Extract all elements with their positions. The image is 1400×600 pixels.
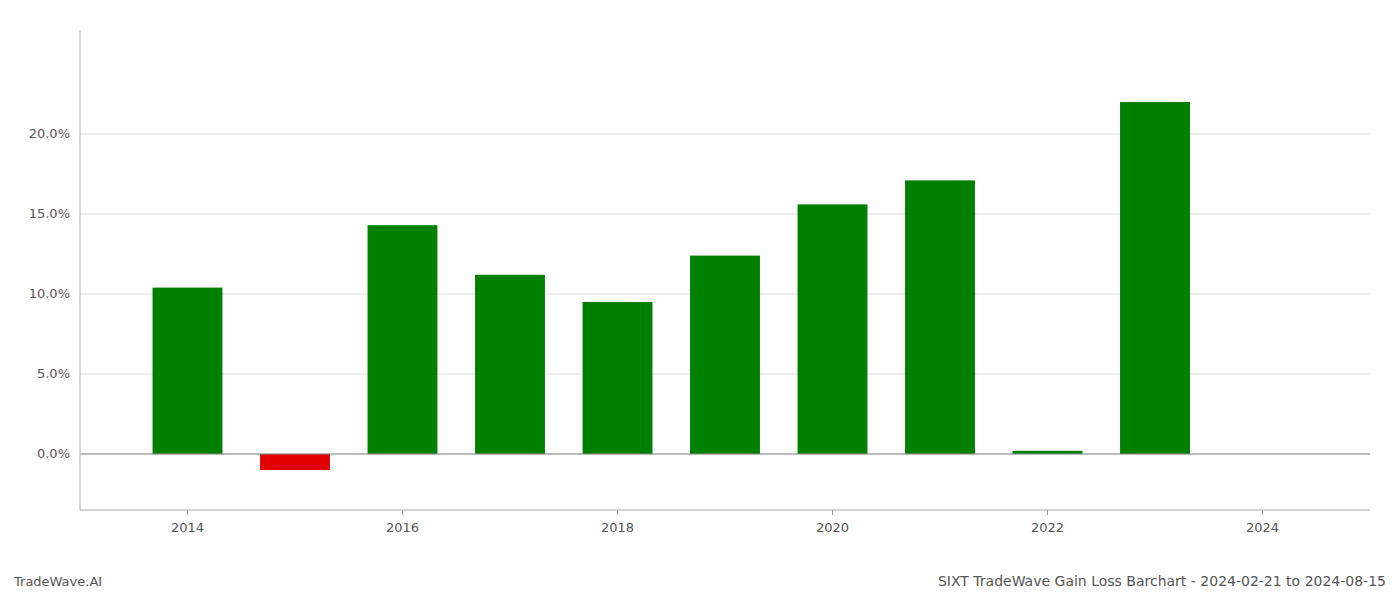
y-tick-label: 10.0%	[29, 286, 70, 301]
grid-line	[80, 454, 1370, 455]
x-tick-mark	[1047, 510, 1048, 515]
bar	[1120, 102, 1190, 454]
bar	[260, 454, 330, 470]
bar	[690, 256, 760, 454]
x-tick-label: 2016	[386, 520, 419, 535]
chart-svg: 0.0%5.0%10.0%15.0%20.0%20142016201820202…	[0, 0, 1400, 600]
chart-container: 0.0%5.0%10.0%15.0%20.0%20142016201820202…	[0, 0, 1400, 600]
bar	[153, 288, 223, 454]
x-tick-mark	[402, 510, 403, 515]
y-tick-label: 5.0%	[37, 366, 70, 381]
chart-title: SIXT TradeWave Gain Loss Barchart - 2024…	[938, 573, 1386, 589]
bar	[798, 204, 868, 454]
x-tick-mark	[187, 510, 188, 515]
bar	[905, 180, 975, 454]
x-tick-label: 2018	[601, 520, 634, 535]
bar	[583, 302, 653, 454]
x-axis-line	[80, 510, 1370, 511]
x-tick-label: 2020	[816, 520, 849, 535]
y-axis-line	[80, 30, 81, 510]
x-ticks: 2014 2016 2018 2020 2022 2024	[171, 510, 1279, 535]
axes	[80, 30, 1370, 510]
x-tick-mark	[1262, 510, 1263, 515]
x-tick-label: 2014	[171, 520, 204, 535]
y-tick-label: 20.0%	[29, 126, 70, 141]
y-ticks: 0.0% 5.0% 10.0% 15.0% 20.0%	[29, 126, 70, 461]
bar	[368, 225, 438, 454]
bars	[153, 102, 1190, 470]
x-tick-label: 2022	[1031, 520, 1064, 535]
zero-line	[80, 454, 1370, 455]
bar	[475, 275, 545, 454]
x-tick-mark	[617, 510, 618, 515]
y-tick-label: 15.0%	[29, 206, 70, 221]
x-tick-label: 2024	[1246, 520, 1279, 535]
footer-text: TradeWave.AI	[13, 574, 102, 589]
x-tick-mark	[832, 510, 833, 515]
y-tick-label: 0.0%	[37, 446, 70, 461]
